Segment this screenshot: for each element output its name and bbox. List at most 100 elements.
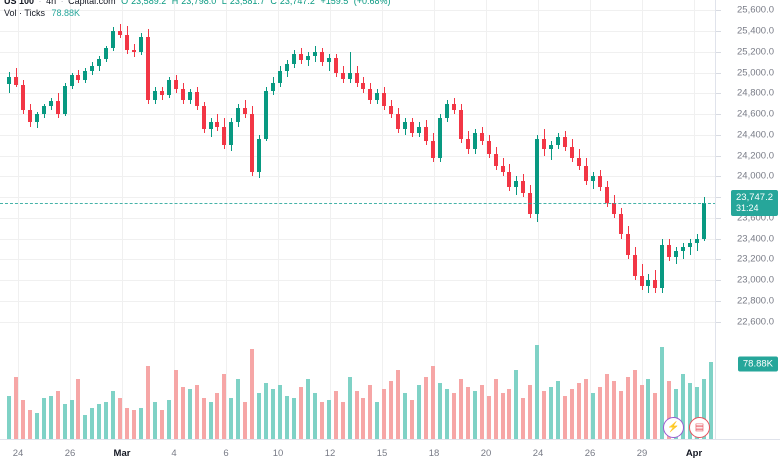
candle-body [437,118,442,158]
candle-body [285,64,289,71]
volume-bar [702,378,707,440]
candle-body [604,186,609,204]
candle-body [264,91,269,140]
alert-bolt-button[interactable]: ⚡ [663,417,684,438]
candle-body [702,202,707,239]
volume-bar [667,380,672,440]
candle-body [542,139,547,150]
price-tick-label: 25,600.0 [737,4,774,16]
volume-bar [361,397,366,440]
volume-bar [291,397,296,440]
time-tick-label: 26 [64,448,76,459]
candle-body [590,176,595,181]
country-flag-button[interactable]: ▤ [689,417,710,438]
candle-body [152,91,157,100]
volume-bar [312,393,317,440]
candle-body [535,139,540,214]
volume-bar [125,408,130,440]
volume-value: 78.88K [51,8,81,18]
price-tick-label: 24,800.0 [737,87,774,99]
candle-body [611,203,616,214]
volume-bar [208,401,213,440]
price-tick-mark [716,259,721,261]
volume-bar [333,391,338,440]
candle-body [208,122,213,129]
volume-bar [69,399,74,440]
candle-wick [690,238,692,256]
candle-body [375,93,380,100]
volume-bar [298,387,303,440]
grid-line-v [70,332,71,440]
candle-body [27,109,32,123]
volume-bar [326,399,331,440]
price-scale[interactable]: 25,600.0 25,400.0 25,200.0 25,000.0 24,800.0… [715,0,780,440]
grid-line-v [18,332,19,440]
volume-bar [145,365,150,440]
candle-body [69,74,74,87]
grid-line-v [330,0,331,332]
candle-body [424,126,429,142]
candle-body [278,70,283,83]
symbol-label[interactable]: US 100 [4,0,35,6]
candle-wick [349,51,351,83]
grid-line-h [0,280,716,282]
candle-body [201,105,206,129]
volume-bar [521,397,526,440]
grid-line-h [0,300,716,302]
volume-bar [34,412,39,440]
volume-bar [243,401,248,440]
candle-body [194,92,199,106]
price-tick-mark [716,134,721,136]
interval-label[interactable]: 4h [46,0,57,6]
candle-body [674,251,679,258]
volume-badge[interactable]: 78.88K [737,356,778,372]
time-tick-label: 24 [12,448,24,459]
low-value: 23,581.7 [229,0,265,6]
price-tick-mark [716,72,721,74]
time-tick-label: 4 [171,448,177,459]
volume-bar [528,384,533,440]
current-price-badge[interactable]: 23,747.2 31:24 [731,189,778,216]
legend-volume-row: Vol · Ticks 78.88K [4,8,391,19]
time-tick-label: 26 [584,448,596,459]
volume-bar [319,401,324,440]
volume-title[interactable]: Vol · Ticks [4,8,46,18]
candle-wick [551,141,553,160]
price-tick-label: 24,200.0 [737,150,774,162]
source-label: Capital.com [68,0,116,6]
time-tick-label: 15 [376,448,388,459]
time-tick-label: 29 [636,448,648,459]
candle-wick [120,23,122,39]
candle-body [326,58,331,63]
volume-bar [430,365,435,440]
candle-wick [683,242,685,260]
candle-body [570,147,575,158]
price-chart-pane[interactable] [0,0,716,332]
open-value: 23,589.2 [131,0,167,6]
price-tick-label: 24,600.0 [737,108,774,120]
candle-body [243,107,248,115]
volume-bar [570,389,575,440]
grid-line-h [0,217,716,219]
candle-body [340,72,345,79]
candle-body [563,136,568,148]
candle-wick [592,172,594,189]
volume-bar [597,387,602,440]
volume-chart-pane[interactable] [0,332,716,440]
grid-line-h [0,51,716,53]
candle-body [486,141,491,154]
volume-bar [451,393,456,440]
grid-line-h [0,31,716,33]
time-tick-label: 10 [272,448,284,459]
candle-body [139,37,144,52]
candle-body [41,105,46,115]
volume-bar [563,395,568,440]
volume-bar [458,378,463,440]
volume-bar [229,397,234,440]
grid-line-v [226,332,227,440]
price-tick-label: 23,000.0 [737,274,774,286]
candle-body [125,35,130,50]
grid-line-h [0,114,716,116]
time-scale[interactable]: 24 26 Mar 4 6 10 12 15 18 20 24 26 29 Apr [0,439,780,470]
time-tick-label: 18 [428,448,440,459]
